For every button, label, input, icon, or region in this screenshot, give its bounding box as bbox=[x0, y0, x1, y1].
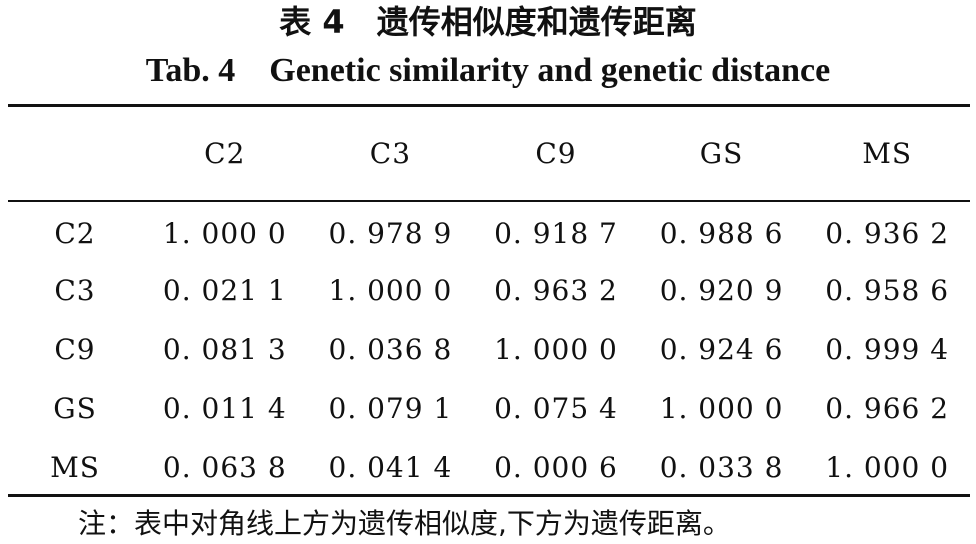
header-cell-c3: C3 bbox=[369, 137, 412, 170]
table-cell: 0. 081 3 bbox=[162, 333, 287, 366]
table-cell: 0. 011 4 bbox=[162, 392, 287, 425]
table-cell: 1. 000 0 bbox=[825, 451, 950, 484]
table-cell: 0. 033 8 bbox=[659, 451, 784, 484]
table-title-en: Tab. 4 Genetic similarity and genetic di… bbox=[145, 52, 831, 89]
row-label: GS bbox=[53, 392, 97, 425]
table-cell: 0. 918 7 bbox=[494, 217, 618, 250]
table-cell: 0. 036 8 bbox=[328, 333, 453, 366]
table-row: MS 0. 063 8 0. 041 4 0. 000 6 0. 033 8 1… bbox=[8, 438, 970, 497]
header-cell-corner bbox=[8, 107, 142, 200]
table-row: C2 1. 000 0 0. 978 9 0. 918 7 0. 988 6 0… bbox=[8, 202, 970, 261]
table-cell: 0. 978 9 bbox=[328, 217, 453, 250]
row-label: C9 bbox=[54, 333, 96, 366]
table-cell: 1. 000 0 bbox=[659, 392, 784, 425]
table-cell: 0. 963 2 bbox=[494, 274, 618, 307]
table-cell: 1. 000 0 bbox=[162, 217, 287, 250]
table-cell: 0. 999 4 bbox=[825, 333, 950, 366]
table-cell: 1. 000 0 bbox=[328, 274, 453, 307]
similarity-distance-table: C2 C3 C9 GS MS C2 1. 000 0 0. 978 9 0. 9… bbox=[8, 107, 970, 497]
header-cell-ms: MS bbox=[862, 137, 913, 170]
table-row: GS 0. 011 4 0. 079 1 0. 075 4 1. 000 0 0… bbox=[8, 379, 970, 438]
header-rule bbox=[8, 200, 970, 202]
table-cell: 0. 079 1 bbox=[328, 392, 453, 425]
table-footnote: 注：表中对角线上方为遗传相似度,下方为遗传距离。 bbox=[78, 507, 731, 540]
table-row: C9 0. 081 3 0. 036 8 1. 000 0 0. 924 6 0… bbox=[8, 320, 970, 379]
table-cell: 0. 063 8 bbox=[162, 451, 287, 484]
table-cell: 0. 920 9 bbox=[659, 274, 784, 307]
table-cell: 1. 000 0 bbox=[494, 333, 618, 366]
table-cell: 0. 966 2 bbox=[825, 392, 950, 425]
table-title-cn: 表 4 遗传相似度和遗传距离 bbox=[279, 3, 697, 41]
table-cell: 0. 021 1 bbox=[162, 274, 287, 307]
table-cell: 0. 988 6 bbox=[659, 217, 784, 250]
header-cell-c2: C2 bbox=[204, 137, 246, 170]
header-cell-gs: GS bbox=[699, 137, 744, 170]
header-row: C2 C3 C9 GS MS bbox=[8, 107, 970, 200]
table-cell: 0. 075 4 bbox=[494, 392, 618, 425]
top-rule bbox=[8, 104, 970, 107]
table-cell: 0. 958 6 bbox=[825, 274, 950, 307]
row-label: C3 bbox=[54, 274, 96, 307]
header-cell-c9: C9 bbox=[535, 137, 577, 170]
row-label: MS bbox=[50, 451, 100, 484]
bottom-rule bbox=[8, 494, 970, 497]
table-cell: 0. 936 2 bbox=[825, 217, 950, 250]
row-label: C2 bbox=[54, 217, 96, 250]
table-row: C3 0. 021 1 1. 000 0 0. 963 2 0. 920 9 0… bbox=[8, 261, 970, 320]
table-cell: 0. 041 4 bbox=[328, 451, 453, 484]
table-cell: 0. 924 6 bbox=[659, 333, 784, 366]
table-cell: 0. 000 6 bbox=[494, 451, 618, 484]
